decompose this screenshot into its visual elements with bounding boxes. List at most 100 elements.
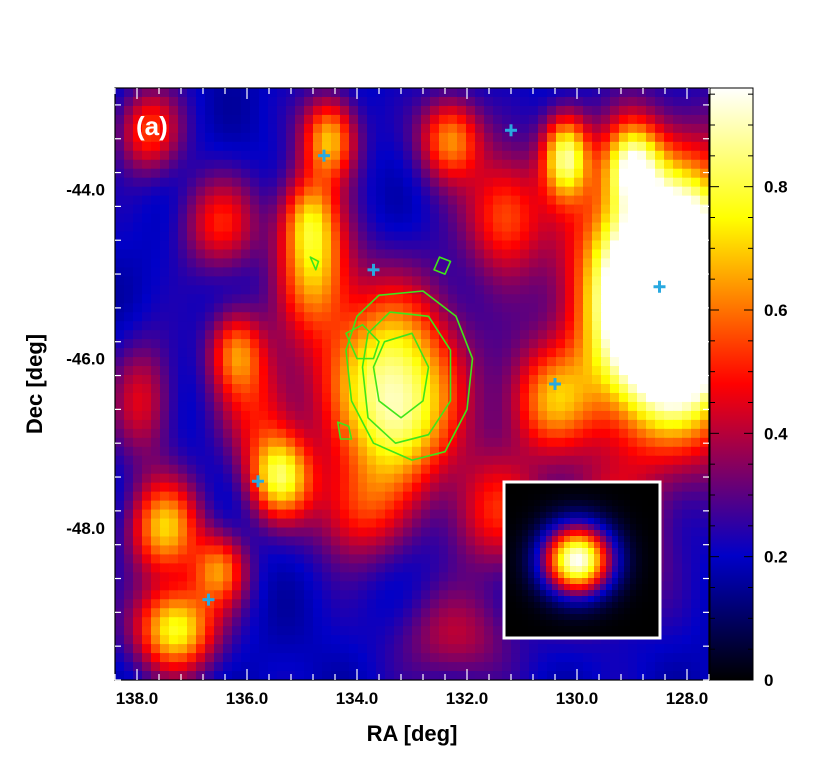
heatmap-cell — [232, 267, 242, 277]
heatmap-cell — [439, 105, 449, 116]
psf-cell — [564, 584, 571, 591]
heatmap-cell — [574, 249, 584, 260]
heatmap-cell — [313, 249, 323, 260]
heatmap-cell — [466, 240, 476, 251]
heatmap-cell — [304, 177, 314, 188]
heatmap-cell — [232, 563, 242, 573]
heatmap-cell — [457, 303, 467, 313]
heatmap-cell — [700, 375, 709, 385]
heatmap-cell — [628, 303, 638, 313]
heatmap-cell — [682, 348, 692, 358]
heatmap-cell — [421, 312, 431, 322]
heatmap-cell — [223, 509, 233, 520]
psf-cell — [558, 494, 565, 501]
heatmap-cell — [439, 168, 449, 179]
heatmap-cell — [196, 401, 206, 412]
psf-cell — [618, 620, 625, 627]
psf-cell — [558, 578, 565, 585]
heatmap-cell — [349, 88, 359, 98]
psf-cell — [510, 554, 517, 561]
heatmap-cell — [151, 114, 161, 125]
heatmap-cell — [466, 294, 476, 304]
heatmap-cell — [502, 132, 512, 143]
heatmap-cell — [241, 509, 251, 520]
heatmap-cell — [115, 88, 125, 98]
heatmap-cell — [277, 321, 287, 331]
heatmap-cell — [673, 132, 683, 143]
heatmap-cell — [565, 141, 575, 152]
heatmap-cell — [385, 276, 395, 286]
heatmap-cell — [493, 321, 503, 331]
heatmap-cell — [358, 375, 368, 385]
heatmap-cell — [520, 186, 530, 197]
heatmap-cell — [421, 473, 431, 484]
heatmap-cell — [574, 114, 584, 125]
heatmap-cell — [169, 267, 179, 277]
heatmap-cell — [466, 213, 476, 224]
psf-cell — [564, 620, 571, 627]
heatmap-cell — [151, 159, 161, 170]
heatmap-cell — [331, 132, 341, 143]
heatmap-cell — [259, 572, 269, 582]
heatmap-cell — [277, 258, 287, 268]
heatmap-cell — [340, 258, 350, 268]
heatmap-cell — [682, 240, 692, 251]
heatmap-cell — [124, 599, 134, 609]
heatmap-cell — [196, 527, 206, 538]
heatmap-cell — [142, 608, 152, 618]
heatmap-cell — [601, 240, 611, 251]
heatmap-cell — [241, 572, 251, 582]
heatmap-cell — [385, 581, 395, 591]
heatmap-cell — [592, 96, 602, 107]
heatmap-cell — [484, 527, 494, 538]
heatmap-cell — [628, 267, 638, 277]
heatmap-cell — [160, 590, 170, 600]
heatmap-cell — [160, 581, 170, 591]
heatmap-cell — [484, 321, 494, 331]
heatmap-cell — [475, 401, 485, 412]
heatmap-cell — [322, 339, 332, 349]
heatmap-cell — [214, 285, 224, 295]
psf-cell — [558, 524, 565, 531]
heatmap-cell — [619, 150, 629, 161]
heatmap-cell — [133, 617, 143, 627]
heatmap-cell — [322, 527, 332, 538]
heatmap-cell — [295, 500, 305, 511]
heatmap-cell — [565, 384, 575, 394]
heatmap-cell — [673, 366, 683, 376]
heatmap-cell — [376, 446, 386, 457]
psf-cell — [516, 572, 523, 579]
heatmap-cell — [601, 348, 611, 358]
heatmap-cell — [295, 491, 305, 502]
heatmap-cell — [700, 159, 709, 170]
heatmap-cell — [664, 123, 674, 134]
heatmap-cell — [655, 446, 665, 457]
heatmap-cell — [619, 204, 629, 215]
heatmap-cell — [574, 303, 584, 313]
heatmap-cell — [322, 213, 332, 224]
heatmap-cell — [664, 357, 674, 367]
psf-cell — [624, 596, 631, 603]
heatmap-cell — [142, 339, 152, 349]
heatmap-cell — [475, 312, 485, 322]
heatmap-cell — [214, 240, 224, 251]
heatmap-cell — [592, 455, 602, 466]
heatmap-cell — [664, 473, 674, 484]
heatmap-cell — [376, 159, 386, 170]
heatmap-cell — [619, 330, 629, 340]
heatmap-cell — [268, 105, 278, 116]
heatmap-cell — [259, 123, 269, 134]
psf-cell — [504, 512, 511, 519]
heatmap-cell — [358, 303, 368, 313]
heatmap-cell — [466, 482, 476, 493]
heatmap-cell — [421, 581, 431, 591]
heatmap-cell — [592, 428, 602, 439]
heatmap-cell — [574, 294, 584, 304]
heatmap-cell — [439, 88, 449, 98]
heatmap-cell — [232, 554, 242, 564]
heatmap-cell — [520, 366, 530, 376]
heatmap-cell — [448, 357, 458, 367]
heatmap-cell — [331, 563, 341, 573]
heatmap-cell — [196, 437, 206, 448]
heatmap-cell — [700, 330, 709, 340]
